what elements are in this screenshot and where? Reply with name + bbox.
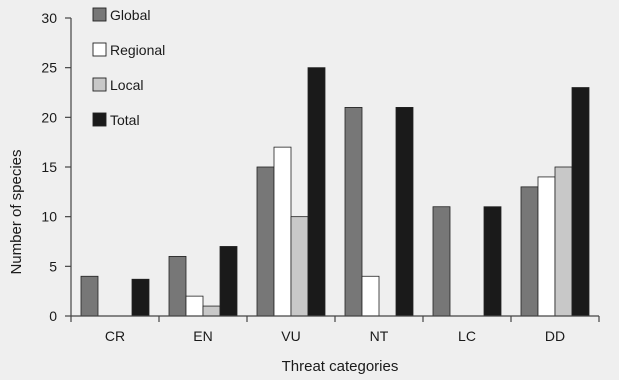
bar-local-vu — [290, 216, 309, 317]
y-tick-label: 15 — [41, 159, 57, 175]
legend-swatch — [92, 77, 107, 92]
bar-local-en — [202, 305, 221, 317]
bar-regional-en — [185, 295, 204, 317]
y-axis: 0 5 10 15 20 25 30 — [41, 10, 72, 324]
legend-label: Regional — [110, 42, 165, 58]
x-axis: CR EN VU NT LC DD — [70, 315, 600, 344]
legend-label: Total — [110, 112, 140, 128]
y-tick-label: 30 — [41, 10, 57, 26]
x-tick-label: LC — [458, 328, 476, 344]
legend: Global Regional Local Total — [92, 7, 165, 128]
bar-total-cr — [131, 278, 150, 317]
bar-global-cr — [80, 275, 99, 317]
legend-swatch — [92, 112, 107, 127]
x-tick-label: VU — [281, 328, 300, 344]
bar-regional-vu — [273, 146, 292, 317]
y-tick-label: 0 — [49, 308, 57, 324]
bar-total-vu — [307, 67, 326, 317]
y-tick-label: 20 — [41, 109, 57, 125]
legend-label: Global — [110, 7, 150, 23]
bar-global-nt — [344, 107, 363, 317]
x-tick-label: CR — [105, 328, 125, 344]
y-tick-label: 5 — [49, 258, 57, 274]
bar-regional-dd — [537, 176, 556, 317]
bar-total-dd — [571, 87, 590, 317]
x-tick-label: DD — [545, 328, 565, 344]
legend-swatch — [92, 42, 107, 57]
bar-total-en — [219, 246, 238, 317]
bar-regional-nt — [361, 275, 380, 317]
legend-label: Local — [110, 77, 143, 93]
legend-swatch — [92, 7, 107, 22]
y-tick-label: 10 — [41, 209, 57, 225]
y-tick-label: 25 — [41, 60, 57, 76]
bar-global-lc — [432, 206, 451, 317]
bar-total-nt — [395, 107, 414, 317]
bar-global-dd — [520, 186, 539, 317]
bar-global-vu — [256, 166, 275, 317]
bar-total-lc — [483, 206, 502, 317]
bar-global-en — [168, 255, 187, 317]
x-tick-label: EN — [193, 328, 212, 344]
bar-local-dd — [554, 166, 573, 317]
y-axis-title: Number of species — [8, 149, 25, 274]
x-tick-label: NT — [370, 328, 389, 344]
x-axis-title: Threat categories — [282, 358, 399, 375]
plot-area — [80, 67, 590, 317]
